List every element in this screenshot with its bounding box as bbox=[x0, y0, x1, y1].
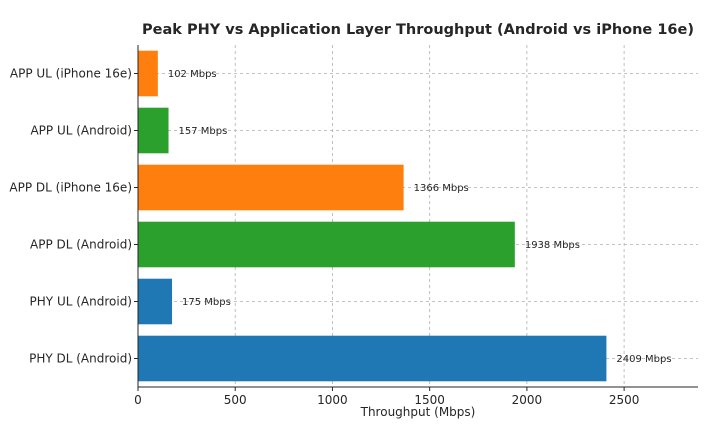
x-tick-label: 1500 bbox=[414, 393, 445, 407]
y-tick-label: PHY DL (Android) bbox=[29, 352, 132, 366]
bar-5 bbox=[138, 107, 169, 154]
data-labels: 2409 Mbps 175 Mbps 1938 Mbps 1366 Mbps 157 M… bbox=[168, 69, 672, 365]
bar-6 bbox=[138, 50, 158, 97]
bars bbox=[138, 50, 607, 382]
x-tick-label: 2000 bbox=[512, 393, 543, 407]
y-tick-label: APP UL (iPhone 16e) bbox=[10, 67, 132, 81]
chart-title: Peak PHY vs Application Layer Throughput… bbox=[142, 22, 694, 38]
bar-2 bbox=[138, 278, 173, 325]
data-label-3: 1938 Mbps bbox=[525, 240, 580, 251]
x-tick-label: 2500 bbox=[609, 393, 640, 407]
y-tick-label: PHY UL (Android) bbox=[30, 295, 132, 309]
x-axis-label: Throughput (Mbps) bbox=[360, 405, 476, 419]
y-tick-label: APP UL (Android) bbox=[30, 124, 132, 138]
axes: 0 500 1000 1500 2000 2500 PHY DL (Android) PHY … bbox=[9, 45, 698, 407]
data-label-1: 2409 Mbps bbox=[616, 354, 671, 365]
data-label-5: 157 Mbps bbox=[179, 126, 228, 137]
x-tick-label: 500 bbox=[224, 393, 247, 407]
x-tick-label: 0 bbox=[134, 393, 142, 407]
y-tick-label: APP DL (iPhone 16e) bbox=[9, 181, 132, 195]
x-tick-label: 1000 bbox=[317, 393, 348, 407]
data-label-6: 102 Mbps bbox=[168, 69, 217, 80]
data-label-2: 175 Mbps bbox=[182, 297, 231, 308]
y-tick-label: APP DL (Android) bbox=[30, 238, 132, 252]
bar-3 bbox=[138, 221, 515, 268]
data-label-4: 1366 Mbps bbox=[414, 183, 469, 194]
bar-1 bbox=[138, 335, 607, 382]
bar-4 bbox=[138, 164, 404, 211]
